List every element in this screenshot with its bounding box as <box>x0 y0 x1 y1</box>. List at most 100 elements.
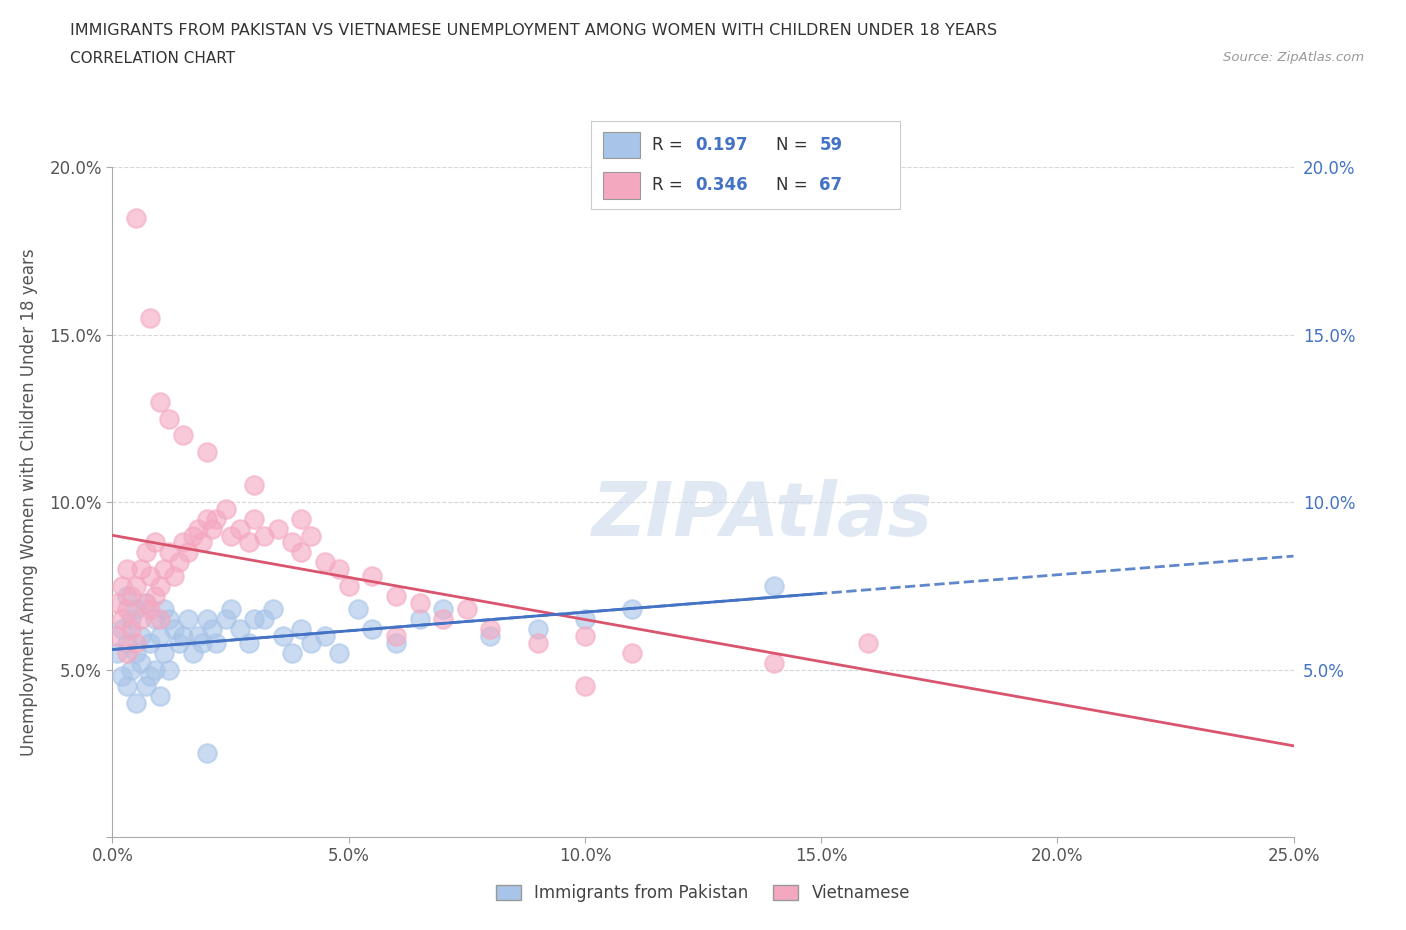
Point <box>314 555 336 570</box>
Text: N =: N = <box>776 136 813 153</box>
Point <box>115 635 138 650</box>
Point <box>143 612 166 627</box>
Point <box>120 589 142 604</box>
Point <box>762 656 785 671</box>
Point <box>125 578 148 593</box>
Point <box>238 535 260 550</box>
Point <box>181 528 204 543</box>
Point <box>153 645 176 660</box>
Point <box>177 545 200 560</box>
Point <box>205 635 228 650</box>
Point <box>157 662 180 677</box>
Y-axis label: Unemployment Among Women with Children Under 18 years: Unemployment Among Women with Children U… <box>21 248 38 756</box>
Point <box>526 622 548 637</box>
Point <box>105 629 128 644</box>
Point <box>125 635 148 650</box>
Point <box>111 612 134 627</box>
Point <box>215 612 238 627</box>
Point <box>432 602 454 617</box>
Point <box>195 512 218 526</box>
Point <box>262 602 284 617</box>
Point <box>479 622 502 637</box>
Point <box>143 589 166 604</box>
Point <box>167 555 190 570</box>
Point <box>195 746 218 761</box>
Point <box>135 545 157 560</box>
Point <box>115 562 138 577</box>
Text: 0.197: 0.197 <box>696 136 748 153</box>
Point <box>115 645 138 660</box>
Bar <box>603 131 640 158</box>
Point <box>153 562 176 577</box>
Point <box>281 645 304 660</box>
Point <box>139 602 162 617</box>
Point <box>157 411 180 426</box>
Point <box>347 602 370 617</box>
Point <box>408 595 430 610</box>
Point <box>163 568 186 583</box>
Point <box>139 568 162 583</box>
Point <box>157 612 180 627</box>
Point <box>105 645 128 660</box>
Point <box>149 578 172 593</box>
Point <box>361 568 384 583</box>
Point <box>219 528 242 543</box>
Text: N =: N = <box>776 177 813 194</box>
Point <box>290 512 312 526</box>
Text: ZIPAtlas: ZIPAtlas <box>592 479 932 552</box>
Point <box>120 662 142 677</box>
Point <box>186 629 208 644</box>
Point <box>129 612 152 627</box>
Point <box>129 656 152 671</box>
Point <box>129 629 152 644</box>
Point <box>385 635 408 650</box>
Point <box>281 535 304 550</box>
Point <box>191 635 214 650</box>
Point <box>135 679 157 694</box>
Point <box>621 645 644 660</box>
Point <box>115 589 138 604</box>
Point <box>253 528 276 543</box>
Point <box>243 612 266 627</box>
Point <box>149 629 172 644</box>
Point <box>143 535 166 550</box>
Point <box>479 629 502 644</box>
Point <box>111 622 134 637</box>
Point <box>762 578 785 593</box>
Point <box>120 612 142 627</box>
Point <box>290 545 312 560</box>
Point <box>574 612 596 627</box>
Text: R =: R = <box>652 177 689 194</box>
Text: 0.346: 0.346 <box>696 177 748 194</box>
Point <box>574 679 596 694</box>
Point <box>328 562 350 577</box>
Text: 59: 59 <box>820 136 842 153</box>
Point <box>163 622 186 637</box>
Point <box>125 210 148 225</box>
Point <box>172 428 194 443</box>
Point <box>172 535 194 550</box>
Point <box>129 562 152 577</box>
Point <box>432 612 454 627</box>
Point <box>111 669 134 684</box>
Point <box>456 602 478 617</box>
Point <box>105 595 128 610</box>
Point <box>177 612 200 627</box>
Point <box>143 662 166 677</box>
Point <box>191 535 214 550</box>
Point <box>205 512 228 526</box>
Point <box>385 589 408 604</box>
Point <box>243 478 266 493</box>
Point <box>195 612 218 627</box>
Point <box>139 311 162 325</box>
Point <box>167 635 190 650</box>
Point <box>858 635 880 650</box>
Point <box>157 545 180 560</box>
Point <box>135 595 157 610</box>
Point <box>299 635 322 650</box>
Point <box>408 612 430 627</box>
Point <box>215 501 238 516</box>
Point <box>135 595 157 610</box>
Point <box>172 629 194 644</box>
Point <box>243 512 266 526</box>
